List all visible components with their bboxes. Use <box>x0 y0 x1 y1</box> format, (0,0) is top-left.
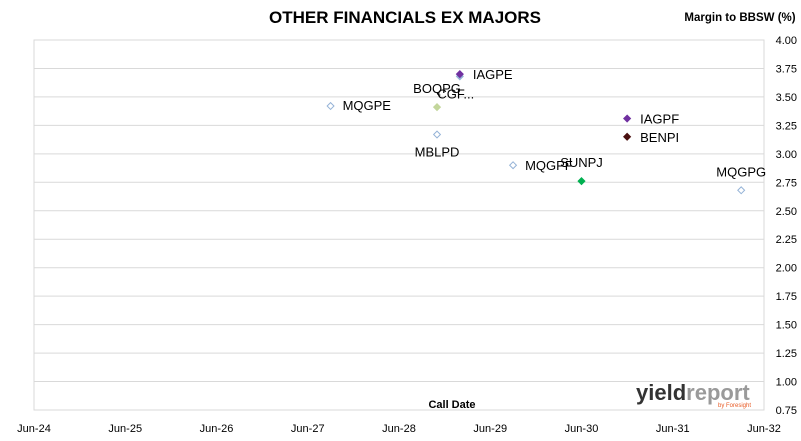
data-point-label: BENPI <box>640 130 679 145</box>
y-tick-label: 3.75 <box>776 63 797 75</box>
y-tick-label: 3.50 <box>776 92 797 104</box>
y-tick-label: 1.75 <box>776 291 797 303</box>
x-axis-title: Call Date <box>428 399 475 411</box>
data-points <box>326 70 746 195</box>
y-tick-label: 1.50 <box>776 320 797 332</box>
x-tick-label: Jun-27 <box>291 423 325 435</box>
y-tick-label: 2.75 <box>776 177 797 189</box>
gridlines <box>34 39 764 411</box>
data-point-label: BOQPG <box>413 81 461 96</box>
data-point-marker <box>623 132 632 141</box>
y-tick-label: 1.00 <box>776 377 797 389</box>
x-axis-ticks: Jun-24 Jun-25 Jun-26 Jun-27 Jun-28 Jun-29 Jun-… <box>17 423 781 435</box>
data-point-label: MQGPG <box>716 164 766 179</box>
plot-area <box>33 39 765 411</box>
y-tick-label: 2.25 <box>776 234 797 246</box>
y-tick-label: 2.50 <box>776 206 797 218</box>
y-tick-label: 1.25 <box>776 348 797 360</box>
y-tick-label: 2.00 <box>776 263 797 275</box>
logo-subtext: by Foresight <box>718 403 751 409</box>
data-point-marker <box>432 130 442 139</box>
data-point-marker <box>455 70 464 79</box>
x-tick-label: Jun-25 <box>108 423 142 435</box>
y-tick-label: 0.75 <box>776 405 797 417</box>
y-tick-label: 3.00 <box>776 149 797 161</box>
data-point-marker <box>623 114 632 123</box>
x-tick-label: Jun-28 <box>382 423 416 435</box>
x-tick-label: Jun-26 <box>200 423 234 435</box>
data-point-marker <box>508 161 518 170</box>
x-tick-label: Jun-29 <box>473 423 507 435</box>
data-point-marker <box>737 186 746 195</box>
data-point-marker <box>577 177 586 186</box>
data-point-label: MBLPD <box>415 144 460 159</box>
x-tick-label: Jun-30 <box>565 423 599 435</box>
data-point-marker <box>326 101 335 111</box>
y-axis-title: Margin to BBSW (%) <box>684 12 795 24</box>
data-point-label: MQGPE <box>343 98 392 113</box>
data-point-label: IAGPF <box>640 112 679 127</box>
data-point-label: IAGPE <box>473 67 513 82</box>
x-tick-label: Jun-24 <box>17 423 51 435</box>
y-axis-ticks: 4.00 3.75 3.50 3.25 3.00 2.75 2.50 2.25 2.00 1.75… <box>776 35 797 417</box>
x-tick-label: Jun-31 <box>656 423 690 435</box>
data-point-marker <box>432 103 442 112</box>
svg-text:yieldreport: yieldreport <box>636 380 750 405</box>
data-point-label: SUNPJ <box>560 155 603 170</box>
logo-text-report: report <box>686 380 750 405</box>
logo-text-yield: yield <box>636 380 686 405</box>
y-tick-label: 4.00 <box>776 35 797 47</box>
data-point-label: MQGPF <box>525 158 573 173</box>
y-tick-label: 3.25 <box>776 120 797 132</box>
data-point-label: CGF... <box>437 86 474 101</box>
x-tick-label: Jun-32 <box>747 423 781 435</box>
yieldreport-logo: yieldreport by Foresight <box>636 380 751 409</box>
chart-title: OTHER FINANCIALS EX MAJORS <box>269 8 541 27</box>
